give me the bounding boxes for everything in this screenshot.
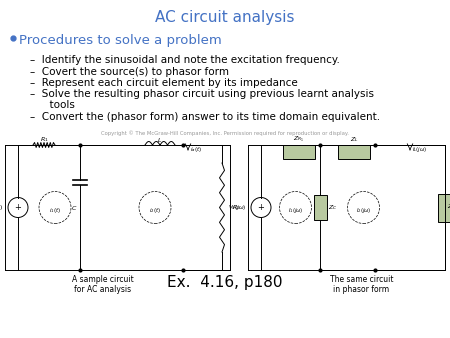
Text: Procedures to solve a problem: Procedures to solve a problem [19,34,222,47]
Text: $R_2$: $R_2$ [232,203,241,212]
Bar [314,195,327,220]
Text: $I_L(j\omega)$: $I_L(j\omega)$ [412,145,427,153]
Text: $i_2(t)$: $i_2(t)$ [149,206,161,215]
Text: $Z_L$: $Z_L$ [350,135,358,144]
Bar [438,193,450,221]
Text: A sample circuit
for AC analysis: A sample circuit for AC analysis [72,275,133,294]
Bar [338,145,370,159]
Text: $R_1$: $R_1$ [40,135,48,144]
Text: The same circuit
in phasor form: The same circuit in phasor form [330,275,393,294]
Text: $L$: $L$ [158,136,162,144]
Text: $Z_{R_1}$: $Z_{R_1}$ [293,135,305,144]
Text: $v_s(t)$: $v_s(t)$ [0,203,3,212]
Text: tools: tools [30,100,75,110]
Text: +: + [257,203,265,212]
Text: –  Convert the (phasor form) answer to its time domain equivalent.: – Convert the (phasor form) answer to it… [30,112,380,122]
Text: $Z_{R_2}$: $Z_{R_2}$ [447,203,450,212]
Text: +: + [14,203,22,212]
Text: –  Represent each circuit element by its impedance: – Represent each circuit element by its … [30,78,298,88]
Text: AC circuit analysis: AC circuit analysis [155,10,295,25]
Text: –  Solve the resulting phasor circuit using previous learnt analysis: – Solve the resulting phasor circuit usi… [30,89,374,99]
Text: –  Identify the sinusoidal and note the excitation frequency.: – Identify the sinusoidal and note the e… [30,55,340,65]
Text: $i_a(t)$: $i_a(t)$ [190,145,202,153]
Text: $i_1(t)$: $i_1(t)$ [49,206,61,215]
Text: –  Covert the source(s) to phasor form: – Covert the source(s) to phasor form [30,67,229,77]
Text: Copyright © The McGraw-Hill Companies, Inc. Permission required for reproduction: Copyright © The McGraw-Hill Companies, I… [101,130,349,136]
Bar [283,145,315,159]
Text: $Z_C$: $Z_C$ [328,203,338,212]
Text: Ex.  4.16, p180: Ex. 4.16, p180 [167,275,283,290]
Text: $I_1(j\omega)$: $I_1(j\omega)$ [288,206,303,215]
Text: $C$: $C$ [71,203,77,212]
Text: $I_2(j\omega)$: $I_2(j\omega)$ [356,206,371,215]
Text: $V_S(j\omega)$: $V_S(j\omega)$ [228,203,246,212]
